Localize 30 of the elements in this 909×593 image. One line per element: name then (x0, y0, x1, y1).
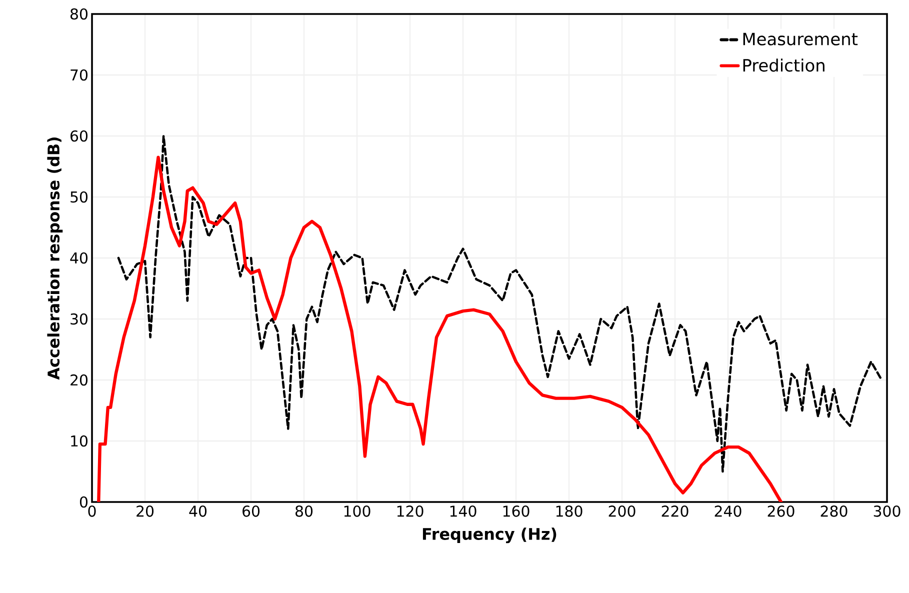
y-tick-label: 50 (70, 191, 88, 203)
y-tick-label: 40 (70, 252, 88, 264)
y-tick-label: 80 (70, 8, 88, 20)
y-tick-label: 30 (70, 313, 88, 325)
x-tick-label: 120 (397, 506, 424, 517)
x-tick-label: 300 (874, 506, 900, 517)
x-tick-label: 180 (556, 506, 582, 517)
y-tick-label: 10 (71, 435, 88, 447)
x-tick-label: 100 (344, 506, 370, 517)
x-tick-label: 260 (768, 506, 794, 517)
x-tick-label: 80 (296, 506, 313, 517)
x-tick-label: 160 (503, 506, 530, 517)
x-tick-label: 140 (450, 506, 476, 517)
x-tick-label: 20 (136, 506, 154, 517)
line-series (117, 134, 883, 473)
legend-label: Measurement (743, 32, 858, 46)
x-tick-label: 240 (714, 506, 742, 517)
x-tick-label: 200 (608, 506, 636, 517)
y-tick-label: 60 (70, 130, 88, 142)
y-axis-title: Acceleration response (dB) (47, 138, 63, 380)
x-tick-label: 280 (820, 506, 848, 517)
x-tick-label: 0 (88, 506, 96, 517)
legend-label: Prediction (743, 58, 824, 72)
y-tick-label: 70 (70, 69, 88, 81)
y-tick-label: 0 (80, 496, 88, 508)
x-tick-label: 40 (189, 506, 207, 517)
x-tick-label: 60 (242, 506, 260, 517)
x-axis-title: Frequency (Hz) (422, 528, 556, 544)
y-tick-label: 20 (70, 374, 88, 386)
x-tick-label: 220 (662, 506, 688, 517)
